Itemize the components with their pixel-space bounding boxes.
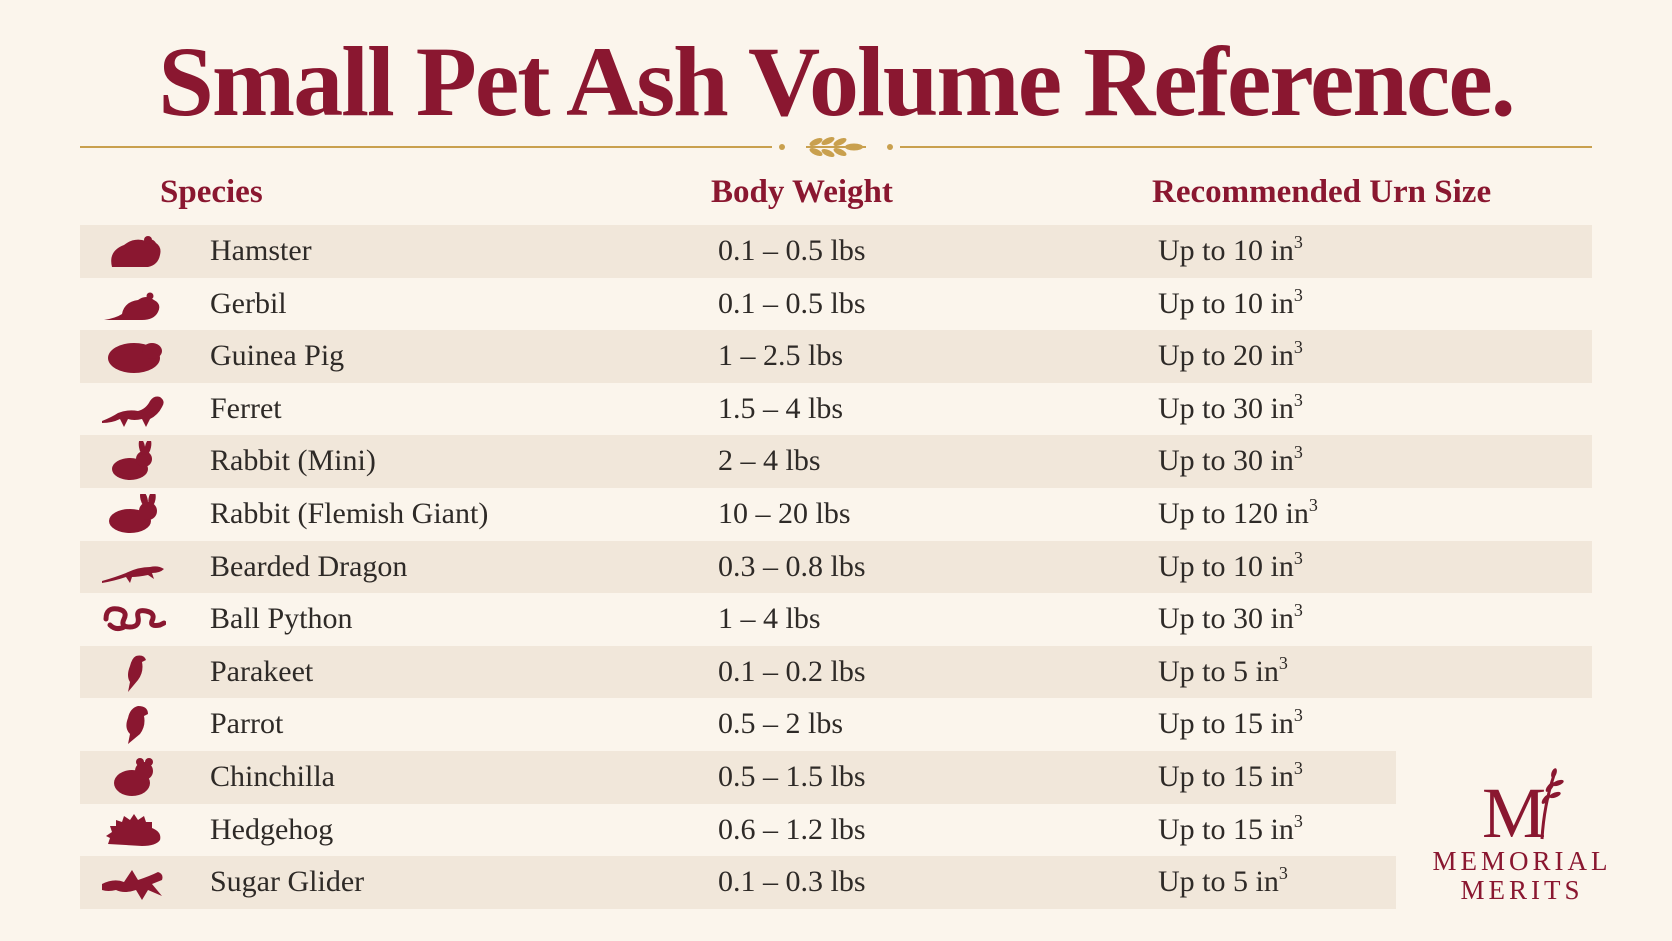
- species-name: Guinea Pig: [210, 339, 345, 373]
- species-name: Hedgehog: [210, 812, 334, 846]
- body-weight: 0.3 – 0.8 lbs: [718, 549, 866, 583]
- laurel-ornament-icon: [779, 136, 893, 158]
- hamster-icon: [111, 236, 161, 267]
- parakeet-icon: [128, 655, 146, 692]
- divider-line-right: [900, 146, 1592, 148]
- column-header-urn-size: Recommended Urn Size: [1152, 174, 1492, 210]
- table-row: Ferret 1.5 – 4 lbs Up to 30 in3: [80, 383, 1592, 436]
- body-weight: 1 – 2.5 lbs: [718, 339, 844, 373]
- urn-size: Up to 30 in3: [1158, 389, 1303, 425]
- urn-size: Up to 5 in3: [1158, 652, 1288, 688]
- body-weight: 0.6 – 1.2 lbs: [718, 812, 866, 846]
- body-weight: 0.1 – 0.2 lbs: [718, 654, 866, 688]
- table-row: Rabbit (Mini) 2 – 4 lbs Up to 30 in3: [80, 435, 1592, 488]
- gerbil-icon: [104, 292, 160, 320]
- table-row: Chinchilla 0.5 – 1.5 lbs Up to 15 in3: [80, 750, 1592, 804]
- table-row: Bearded Dragon 0.3 – 0.8 lbs Up to 10 in…: [80, 540, 1592, 594]
- body-weight: 1 – 4 lbs: [718, 602, 821, 636]
- body-weight: 0.5 – 1.5 lbs: [718, 759, 866, 793]
- ornamental-divider: [80, 136, 1592, 158]
- brand-logo: M MEMORIAL MERITS: [1432, 765, 1612, 915]
- table-row: Hedgehog 0.6 – 1.2 lbs Up to 15 in3: [80, 804, 1592, 857]
- species-name: Parakeet: [210, 654, 314, 688]
- urn-size: Up to 15 in3: [1158, 757, 1303, 793]
- bearded-dragon-icon: [102, 565, 164, 583]
- page-title: Small Pet Ash Volume Reference.: [158, 26, 1515, 137]
- species-name: Rabbit (Mini): [210, 444, 376, 478]
- urn-size: Up to 10 in3: [1158, 232, 1303, 267]
- hedgehog-icon: [106, 813, 161, 846]
- table-row: Sugar Glider 0.1 – 0.3 lbs Up to 5 in3: [80, 856, 1592, 909]
- species-name: Hamster: [210, 234, 312, 267]
- svg-text:M: M: [1482, 773, 1546, 847]
- body-weight: 10 – 20 lbs: [718, 496, 851, 530]
- reference-table: Hamster 0.1 – 0.5 lbs Up to 10 in3 Gerbi…: [80, 225, 1592, 909]
- table-row: Hamster 0.1 – 0.5 lbs Up to 10 in3: [80, 225, 1592, 278]
- memorial-merits-monogram-icon: M: [1482, 768, 1564, 847]
- urn-size: Up to 10 in3: [1158, 284, 1303, 320]
- table-row: Parrot 0.5 – 2 lbs Up to 15 in3: [80, 698, 1592, 751]
- table-row: Ball Python 1 – 4 lbs Up to 30 in3: [80, 593, 1592, 646]
- divider-line-left: [80, 146, 772, 148]
- species-name: Ball Python: [210, 602, 353, 636]
- snake-icon: [103, 606, 166, 632]
- body-weight: 0.1 – 0.5 lbs: [718, 234, 866, 267]
- logo-text-line2: MERITS: [1460, 875, 1584, 905]
- rabbit-mini-icon: [112, 441, 152, 481]
- table-row: Guinea Pig 1 – 2.5 lbs Up to 20 in3: [80, 330, 1592, 383]
- urn-size: Up to 5 in3: [1158, 863, 1288, 899]
- species-name: Parrot: [210, 707, 284, 741]
- species-name: Bearded Dragon: [210, 549, 408, 583]
- urn-size: Up to 30 in3: [1158, 600, 1303, 636]
- species-name: Rabbit (Flemish Giant): [210, 496, 489, 530]
- column-header-body-weight: Body Weight: [711, 174, 893, 210]
- urn-size: Up to 10 in3: [1158, 547, 1303, 583]
- table-row: Rabbit (Flemish Giant) 10 – 20 lbs Up to…: [80, 488, 1592, 541]
- rabbit-giant-icon: [109, 493, 157, 533]
- body-weight: 1.5 – 4 lbs: [718, 391, 844, 425]
- species-name: Sugar Glider: [210, 865, 365, 899]
- urn-size: Up to 120 in3: [1158, 494, 1318, 530]
- guinea-pig-icon: [108, 343, 162, 374]
- species-name: Chinchilla: [210, 759, 335, 793]
- urn-size: Up to 15 in3: [1158, 705, 1303, 741]
- table-row: Gerbil 0.1 – 0.5 lbs Up to 10 in3: [80, 278, 1592, 331]
- body-weight: 0.5 – 2 lbs: [718, 707, 844, 741]
- table-row: Parakeet 0.1 – 0.2 lbs Up to 5 in3: [80, 645, 1592, 699]
- body-weight: 0.1 – 0.3 lbs: [718, 865, 866, 899]
- body-weight: 0.1 – 0.5 lbs: [718, 286, 866, 320]
- parrot-icon: [126, 706, 148, 745]
- urn-size: Up to 20 in3: [1158, 337, 1303, 373]
- ferret-icon: [102, 396, 164, 427]
- logo-text-line1: MEMORIAL: [1432, 846, 1612, 876]
- species-name: Ferret: [210, 391, 282, 425]
- chinchilla-icon: [114, 757, 153, 796]
- sugar-glider-icon: [102, 870, 163, 901]
- urn-size: Up to 15 in3: [1158, 810, 1303, 846]
- body-weight: 2 – 4 lbs: [718, 444, 821, 478]
- column-header-species: Species: [160, 174, 263, 210]
- species-name: Gerbil: [210, 286, 287, 320]
- urn-size: Up to 30 in3: [1158, 442, 1303, 478]
